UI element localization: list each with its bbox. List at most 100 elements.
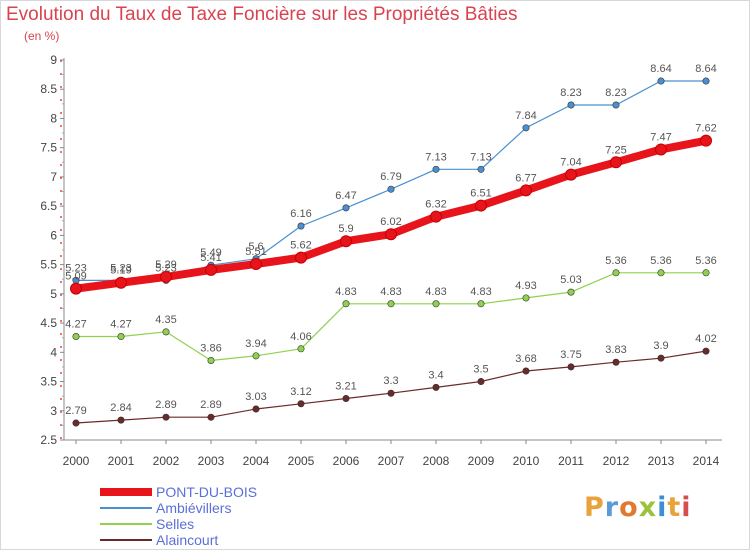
data-point (612, 269, 620, 277)
x-tick-label: 2001 (108, 454, 135, 468)
data-label: 2.89 (200, 399, 221, 411)
data-label: 6.32 (425, 199, 446, 211)
y-tick-label: 2.5 (40, 433, 57, 447)
x-tick-label: 2011 (558, 454, 584, 468)
data-point (522, 367, 530, 375)
logo-letter: r (604, 492, 620, 523)
y-tick-label: 6.5 (40, 199, 57, 213)
data-label: 3.03 (245, 391, 266, 403)
x-tick-label: 2010 (513, 454, 540, 468)
data-point (250, 258, 262, 271)
data-point (207, 356, 215, 364)
data-label: 4.83 (335, 286, 356, 298)
data-label: 4.83 (425, 286, 446, 298)
data-point (477, 378, 485, 386)
data-point (702, 269, 710, 277)
data-label: 8.23 (605, 87, 626, 99)
data-label: 8.23 (560, 87, 581, 99)
y-tick-label: 5 (50, 287, 57, 301)
data-label: 4.93 (515, 280, 536, 292)
data-point (340, 235, 352, 248)
legend-label: Alaincourt (156, 532, 219, 548)
y-tick-label: 8 (50, 111, 57, 125)
legend-item-1: Ambiévillers (100, 500, 400, 516)
data-label: 3.5 (473, 364, 488, 376)
data-label: 5.49 (200, 247, 221, 259)
data-point (657, 269, 665, 277)
data-point (475, 199, 487, 212)
data-point (612, 101, 620, 109)
logo-letter: o (619, 492, 639, 523)
data-point (432, 300, 440, 308)
legend-item-2: Selles (100, 516, 400, 532)
data-label: 5.6 (248, 241, 263, 253)
data-labels-layer: 5.09 5.19 5.29 5.41 5.51 5.62 5.9 6.02 6.32 6.51 6… (65, 63, 716, 417)
data-label: 5.23 (155, 262, 176, 274)
x-tick-label: 2013 (648, 454, 675, 468)
data-label: 8.64 (650, 63, 671, 75)
data-point (387, 185, 395, 193)
data-point (115, 276, 127, 289)
x-tick-label: 2007 (378, 454, 405, 468)
data-label: 3.9 (653, 340, 668, 352)
data-point (700, 134, 712, 147)
legend-label: Ambiévillers (156, 500, 232, 516)
x-tick-label: 2006 (333, 454, 360, 468)
data-label: 4.35 (155, 314, 176, 326)
data-point (522, 294, 530, 302)
data-label: 6.02 (380, 216, 401, 228)
data-point (477, 165, 485, 173)
legend-swatch (100, 539, 152, 541)
data-point (655, 143, 667, 156)
data-label: 2.84 (110, 402, 131, 414)
data-point (387, 300, 395, 308)
data-point (612, 358, 620, 366)
data-point (72, 419, 80, 427)
data-label: 7.62 (695, 123, 716, 135)
logo-letter: t (667, 492, 682, 523)
data-point (295, 251, 307, 264)
proxiti-logo: Proxiti (584, 492, 692, 523)
y-tick-label: 3.5 (40, 375, 57, 389)
legend-item-0: PONT-DU-BOIS (100, 484, 400, 500)
y-tick-label: 9 (50, 53, 57, 67)
data-point (342, 300, 350, 308)
data-label: 6.77 (515, 172, 536, 184)
data-point (432, 165, 440, 173)
legend-swatch (100, 507, 152, 509)
x-tick-label: 2000 (63, 454, 90, 468)
series-layer (70, 77, 712, 427)
data-point (477, 300, 485, 308)
data-point (297, 345, 305, 353)
legend-swatch (100, 488, 152, 496)
data-label: 4.83 (470, 286, 491, 298)
data-point (162, 413, 170, 421)
data-point (387, 389, 395, 397)
data-point (432, 383, 440, 391)
data-label: 7.13 (470, 151, 491, 163)
data-label: 2.89 (155, 399, 176, 411)
data-point (252, 352, 260, 360)
data-label: 8.64 (695, 63, 716, 75)
data-point (207, 413, 215, 421)
data-label: 4.02 (695, 333, 716, 345)
data-point (565, 168, 577, 181)
data-label: 6.16 (290, 208, 311, 220)
data-label: 5.51 (245, 246, 266, 258)
data-label: 5.41 (200, 252, 221, 264)
data-label: 5.36 (695, 255, 716, 267)
logo-letter: x (638, 492, 658, 523)
data-label: 3.21 (335, 380, 356, 392)
data-point (657, 77, 665, 85)
data-label: 4.06 (290, 331, 311, 343)
data-point (252, 405, 260, 413)
data-point (205, 263, 217, 276)
data-label: 7.13 (425, 151, 446, 163)
data-point (567, 288, 575, 296)
x-tick-label: 2002 (153, 454, 180, 468)
data-label: 5.62 (290, 240, 311, 252)
data-point (160, 270, 172, 283)
x-tick-label: 2012 (603, 454, 630, 468)
legend-swatch (100, 523, 152, 525)
